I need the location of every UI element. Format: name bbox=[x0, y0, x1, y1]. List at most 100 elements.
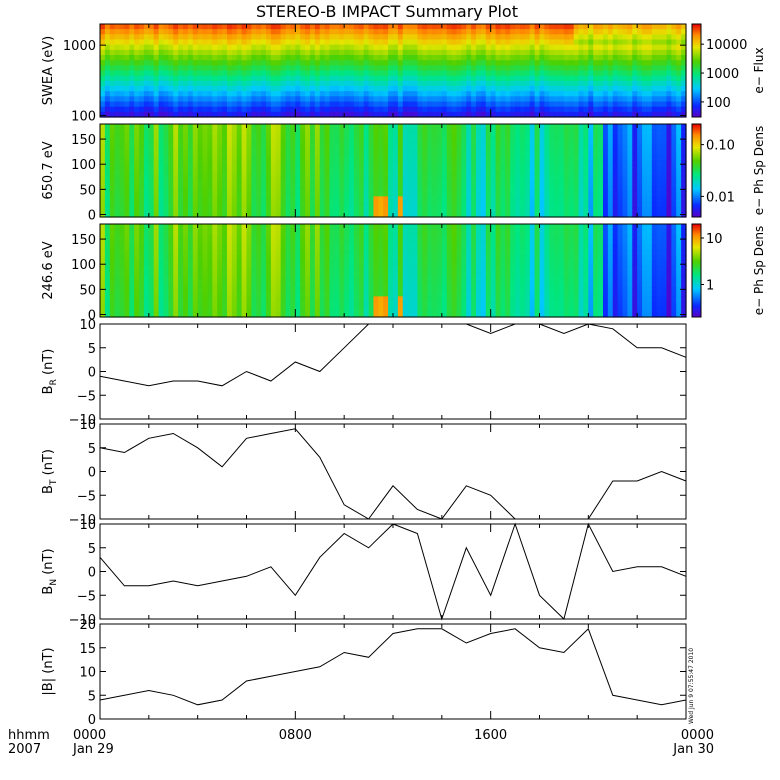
heatmap-cell bbox=[270, 139, 277, 146]
heatmap-cell bbox=[432, 91, 438, 97]
heatmap-cell bbox=[505, 86, 511, 92]
heatmap-cell bbox=[490, 165, 497, 172]
heatmap-cell bbox=[236, 239, 243, 246]
heatmap-cell bbox=[339, 111, 345, 118]
heatmap-cell bbox=[397, 106, 404, 113]
heatmap-cell bbox=[353, 134, 360, 141]
heatmap-cell bbox=[563, 44, 570, 51]
heatmap-cell bbox=[363, 96, 370, 103]
heatmap-cell bbox=[192, 149, 199, 156]
heatmap-cell bbox=[407, 201, 414, 208]
heatmap-cell bbox=[368, 196, 375, 203]
heatmap-cell bbox=[500, 139, 506, 146]
heatmap-cell bbox=[505, 129, 511, 135]
heatmap-cell bbox=[173, 24, 179, 30]
heatmap-cell bbox=[554, 201, 560, 208]
heatmap-cell bbox=[607, 34, 614, 41]
heatmap-cell bbox=[661, 91, 668, 97]
heatmap-cell bbox=[383, 186, 389, 192]
heatmap-cell bbox=[519, 160, 526, 166]
heatmap-cell bbox=[324, 70, 331, 77]
heatmap-cell bbox=[124, 201, 130, 208]
heatmap-cell bbox=[368, 134, 375, 141]
heatmap-cell bbox=[476, 29, 482, 35]
heatmap-cell bbox=[295, 86, 301, 92]
heatmap-cell bbox=[173, 44, 179, 51]
heatmap-cell bbox=[393, 129, 399, 135]
heatmap-cell bbox=[353, 106, 360, 113]
heatmap-cell bbox=[168, 165, 174, 172]
heatmap-cell bbox=[231, 286, 238, 292]
heatmap-cell bbox=[363, 134, 370, 141]
heatmap-cell bbox=[148, 311, 155, 318]
heatmap-cell bbox=[109, 124, 116, 130]
heatmap-cell bbox=[510, 206, 516, 213]
heatmap-cell bbox=[319, 155, 326, 161]
heatmap-cell bbox=[202, 160, 209, 166]
heatmap-cell bbox=[236, 60, 243, 66]
heatmap-cell bbox=[187, 106, 194, 113]
heatmap-cell bbox=[407, 144, 414, 151]
heatmap-cell bbox=[456, 101, 462, 108]
heatmap-cell bbox=[246, 270, 252, 277]
heatmap-cell bbox=[261, 34, 267, 41]
heatmap-cell bbox=[119, 311, 126, 318]
heatmap-cell bbox=[681, 180, 687, 187]
heatmap-cell bbox=[407, 49, 414, 56]
heatmap-cell bbox=[309, 124, 316, 130]
heatmap-cell bbox=[510, 101, 516, 108]
heatmap-cell bbox=[109, 65, 116, 72]
heatmap-cell bbox=[109, 96, 116, 103]
heatmap-cell bbox=[358, 129, 365, 135]
heatmap-cell bbox=[207, 34, 213, 41]
heatmap-cell bbox=[578, 49, 585, 56]
heatmap-cell bbox=[578, 101, 585, 108]
heatmap-cell bbox=[266, 55, 272, 61]
heatmap-cell bbox=[129, 149, 135, 156]
heatmap-cell bbox=[563, 129, 570, 135]
heatmap-cell bbox=[300, 201, 306, 208]
heatmap-cell bbox=[505, 191, 511, 197]
heatmap-cell bbox=[563, 34, 570, 41]
heatmap-cell bbox=[402, 24, 409, 30]
heatmap-cell bbox=[339, 186, 345, 192]
heatmap-cell bbox=[549, 160, 555, 166]
heatmap-cell bbox=[324, 60, 331, 66]
heatmap-cell bbox=[295, 180, 301, 187]
heatmap-cell bbox=[480, 155, 487, 161]
heatmap-cell bbox=[461, 160, 467, 166]
heatmap-cell bbox=[446, 34, 453, 41]
heatmap-cell bbox=[583, 75, 589, 82]
heatmap-cell bbox=[500, 39, 506, 46]
heatmap-cell bbox=[109, 111, 116, 118]
heatmap-cell bbox=[495, 175, 502, 182]
heatmap-cell bbox=[187, 129, 194, 135]
heatmap-cell bbox=[436, 155, 443, 161]
heatmap-cell bbox=[119, 44, 126, 51]
heatmap-cell bbox=[617, 191, 624, 197]
heatmap-cell bbox=[178, 306, 184, 313]
heatmap-cell bbox=[637, 29, 643, 35]
heatmap-cell bbox=[197, 249, 204, 256]
heatmap-cell bbox=[383, 106, 389, 113]
heatmap-cell bbox=[471, 106, 477, 113]
heatmap-cell bbox=[627, 29, 633, 35]
heatmap-cell bbox=[314, 44, 321, 51]
heatmap-cell bbox=[646, 160, 653, 166]
heatmap-cell bbox=[134, 149, 140, 156]
heatmap-cell bbox=[358, 101, 365, 108]
heatmap-cell bbox=[109, 201, 116, 208]
heatmap-cell bbox=[153, 55, 160, 61]
heatmap-cell bbox=[226, 255, 233, 261]
heatmap-cell bbox=[314, 191, 321, 197]
heatmap-cell bbox=[114, 155, 121, 161]
heatmap-cell bbox=[500, 65, 506, 72]
heatmap-cell bbox=[212, 34, 218, 41]
heatmap-cell bbox=[217, 306, 223, 313]
heatmap-cell bbox=[158, 180, 165, 187]
heatmap-cell bbox=[529, 175, 536, 182]
heatmap-cell bbox=[529, 160, 536, 166]
heatmap-cell bbox=[466, 111, 472, 118]
heatmap-cell bbox=[173, 101, 179, 108]
heatmap-cell bbox=[612, 139, 619, 146]
